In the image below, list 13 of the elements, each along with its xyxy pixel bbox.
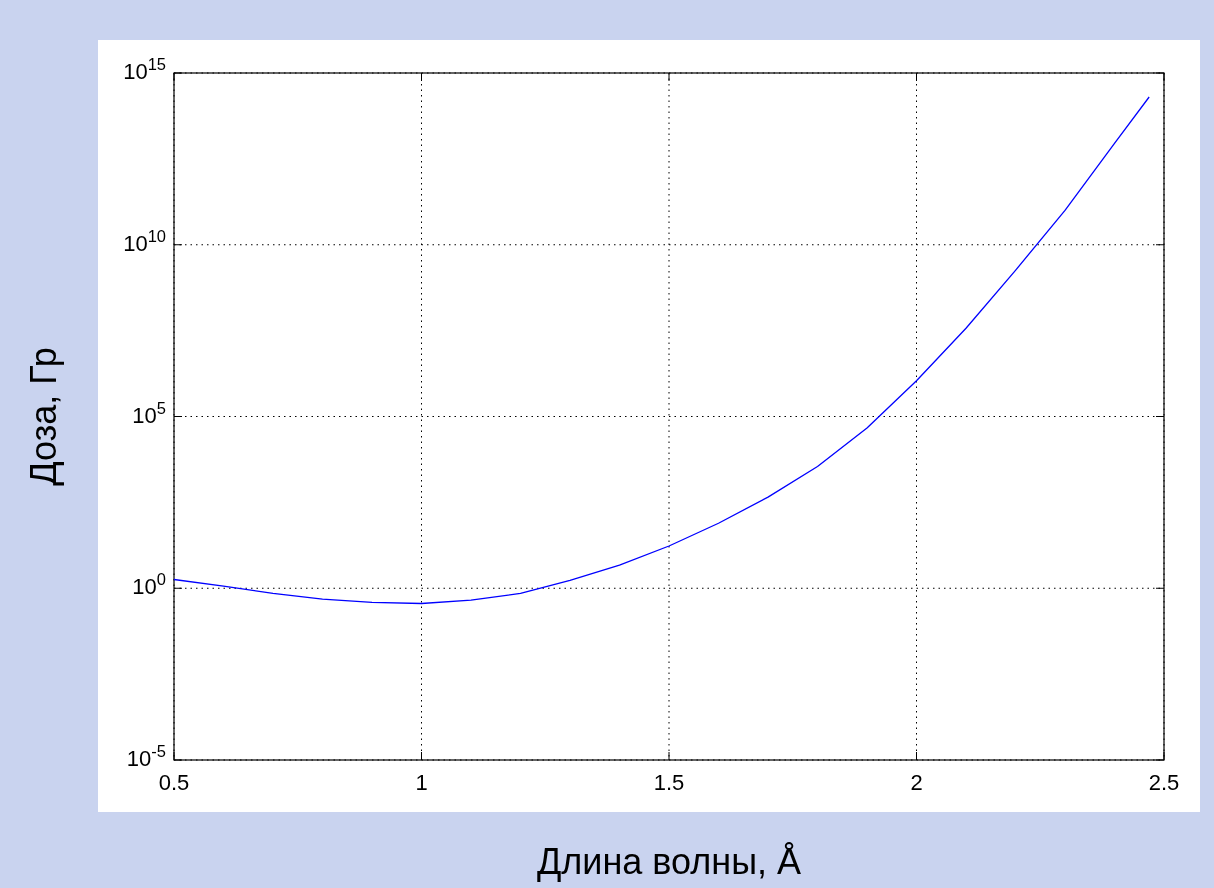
x-tick-label: 1 <box>415 770 428 795</box>
x-tick-label: 0.5 <box>158 770 190 795</box>
x-tick-label: 2.5 <box>1148 770 1180 795</box>
y-tick-label: 10$^{-5}$ <box>126 742 166 771</box>
y-axis-title: Доза, Гр <box>23 347 64 486</box>
y-tick-label: 10$^{10}$ <box>123 226 166 256</box>
y-tick-label: 10$^{0}$ <box>132 570 166 600</box>
x-tick-label: 1.5 <box>653 770 685 795</box>
x-axis-title: Длина волны, Å <box>536 841 802 882</box>
x-tick-label: 2 <box>910 770 923 795</box>
line-series <box>173 96 1150 605</box>
y-tick-label: 10$^{15}$ <box>123 55 166 84</box>
y-tick-label: 10$^{5}$ <box>132 398 166 428</box>
